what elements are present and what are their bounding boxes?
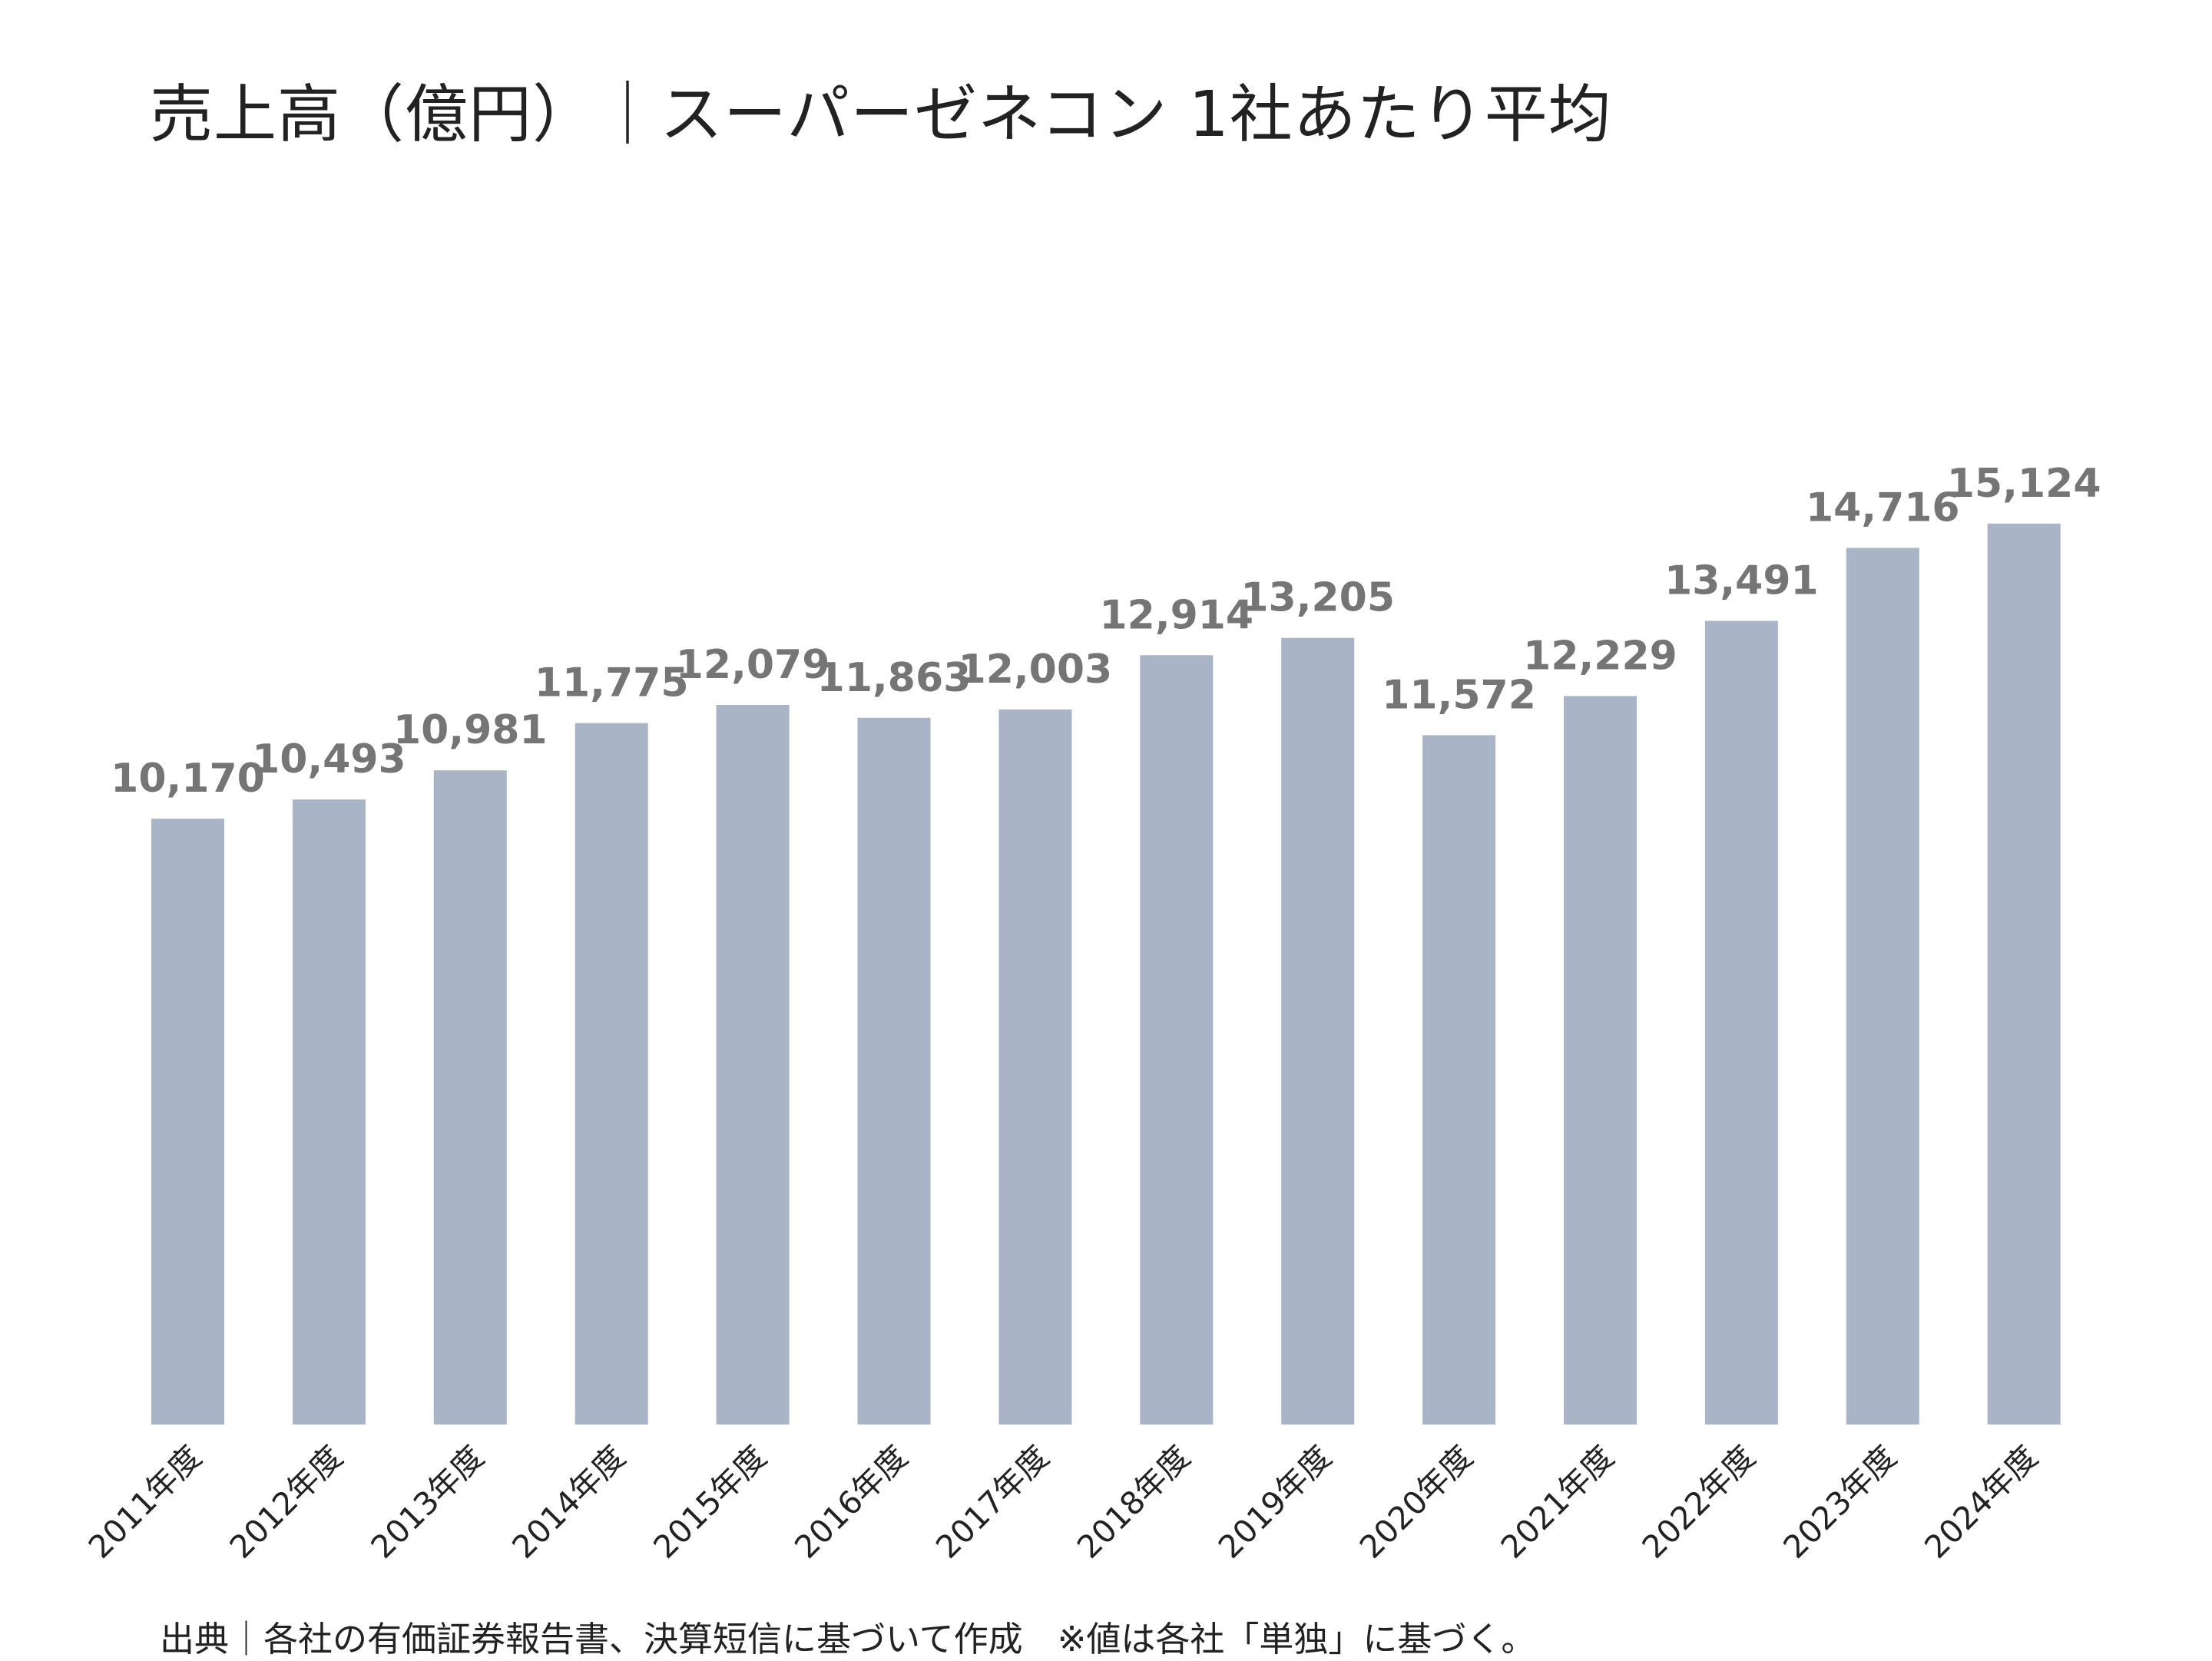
x-tick-2023年度: 2023年度 — [1777, 1438, 1904, 1566]
value-labels-group: 10,17010,49310,98111,77512,07911,86312,0… — [111, 461, 2101, 802]
chart-title: 売上高（億円）｜スーパーゼネコン 1社あたり平均 — [150, 78, 1612, 151]
x-tick-2019年度: 2019年度 — [1211, 1438, 1339, 1566]
bar-2020年度 — [1422, 735, 1496, 1424]
bar-2011年度 — [151, 819, 224, 1424]
value-label-2012年度: 10,493 — [252, 736, 406, 783]
bar-2012年度 — [292, 799, 366, 1424]
value-label-2024年度: 15,124 — [1947, 461, 2101, 507]
value-label-2016年度: 11,863 — [817, 655, 972, 701]
bar-2014年度 — [575, 723, 648, 1424]
bar-2021年度 — [1564, 696, 1637, 1424]
value-label-2020年度: 11,572 — [1382, 672, 1536, 718]
value-label-2018年度: 12,914 — [1099, 592, 1253, 638]
bar-2016年度 — [857, 717, 931, 1424]
value-label-2017年度: 12,003 — [959, 647, 1113, 693]
value-label-2015年度: 12,079 — [676, 642, 830, 688]
x-tick-2024年度: 2024年度 — [1918, 1438, 2045, 1566]
x-tick-2012年度: 2012年度 — [223, 1438, 350, 1566]
value-label-2011年度: 10,170 — [111, 756, 265, 802]
x-tick-2013年度: 2013年度 — [364, 1438, 492, 1566]
bar-2017年度 — [998, 709, 1072, 1424]
value-label-2022年度: 13,491 — [1664, 558, 1819, 604]
bar-2022年度 — [1704, 620, 1778, 1424]
x-tick-2020年度: 2020年度 — [1353, 1438, 1480, 1566]
bar-2024年度 — [1987, 523, 2061, 1424]
value-label-2013年度: 10,981 — [393, 707, 548, 753]
x-tick-2016年度: 2016年度 — [787, 1438, 915, 1566]
x-tick-2018年度: 2018年度 — [1070, 1438, 1197, 1566]
value-label-2023年度: 14,716 — [1806, 485, 1960, 531]
x-axis-tick-labels: 2011年度 2012年度 2013年度 2014年度 2015年度 2016年度 2017… — [81, 1438, 2045, 1566]
x-tick-2015年度: 2015年度 — [646, 1438, 773, 1566]
bar-2013年度 — [433, 770, 507, 1424]
value-label-2021年度: 12,229 — [1523, 633, 1677, 679]
bar-2015年度 — [716, 705, 790, 1424]
x-tick-2021年度: 2021年度 — [1494, 1438, 1621, 1566]
source-note: 出典｜各社の有価証券報告書、決算短信に基づいて作成 ※値は各社「単独」に基づく。 — [160, 1619, 1536, 1659]
x-tick-2014年度: 2014年度 — [505, 1438, 633, 1566]
bar-2023年度 — [1846, 548, 1919, 1424]
bar-2019年度 — [1281, 637, 1355, 1425]
x-tick-2017年度: 2017年度 — [929, 1438, 1056, 1566]
value-label-2019年度: 13,205 — [1240, 575, 1395, 621]
x-tick-2022年度: 2022年度 — [1635, 1438, 1763, 1566]
x-tick-2011年度: 2011年度 — [81, 1438, 209, 1566]
bars-group — [151, 523, 2061, 1425]
value-label-2014年度: 11,775 — [535, 660, 689, 706]
bar-2018年度 — [1140, 655, 1214, 1424]
